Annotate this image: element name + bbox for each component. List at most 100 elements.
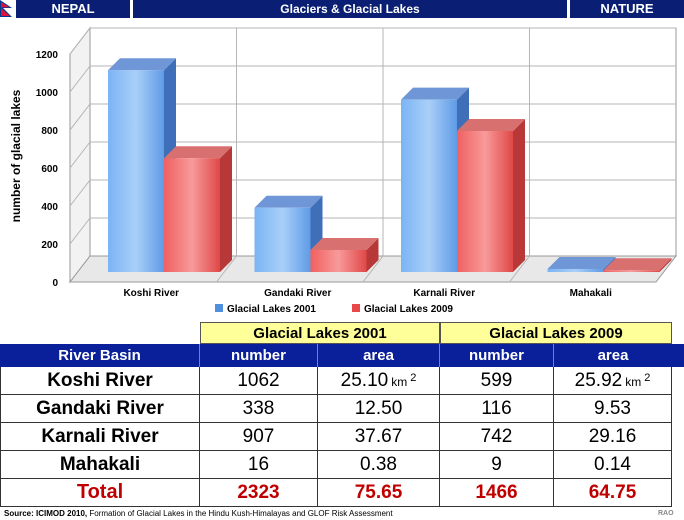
nepal-flag-icon xyxy=(0,0,12,17)
bar-top xyxy=(547,256,616,269)
bar-side xyxy=(513,119,525,273)
area-value: 25.10 xyxy=(340,369,389,391)
x-category-label: Gandaki River xyxy=(264,288,331,299)
bar-top xyxy=(603,258,672,271)
bar-top xyxy=(401,87,469,100)
source-label: Source: ICIMOD 2010, xyxy=(4,509,88,518)
table-row: Mahakali 16 0.38 9 0.14 xyxy=(0,451,684,479)
lakes-area-2001: 12.50 xyxy=(318,395,440,423)
column-header-area-2009: area xyxy=(554,344,672,367)
y-tick-label: 1000 xyxy=(36,88,59,99)
legend-swatch xyxy=(352,304,360,312)
category-divider xyxy=(509,255,530,283)
group-header-2009: Glacial Lakes 2009 xyxy=(440,322,672,344)
gridline xyxy=(69,217,91,245)
legend-swatch xyxy=(215,304,223,312)
total-label: Total xyxy=(0,479,200,507)
basin-name: Koshi River xyxy=(0,367,200,395)
y-tick-label: 0 xyxy=(52,278,58,289)
bar-2009 xyxy=(310,249,367,272)
table-group-header-row: Glacial Lakes 2001 Glacial Lakes 2009 xyxy=(0,322,684,344)
table-row: Gandaki River 338 12.50 116 9.53 xyxy=(0,395,684,423)
total-number-2001: 2323 xyxy=(200,479,318,507)
basin-name: Mahakali xyxy=(0,451,200,479)
gridline xyxy=(69,179,91,207)
unit-text: km xyxy=(391,375,408,389)
gridline xyxy=(69,141,91,169)
bar-2009 xyxy=(457,131,513,272)
gridline xyxy=(69,65,91,93)
area-value: 25.92 xyxy=(574,369,623,391)
lakes-area-2009: 0.14 xyxy=(554,451,672,479)
lakes-number-2001: 1062 xyxy=(200,367,318,395)
x-category-label: Karnali River xyxy=(413,288,475,299)
bar-top xyxy=(254,195,323,208)
source-note: Source: ICIMOD 2010, Formation of Glacia… xyxy=(4,509,393,518)
table-row: Koshi River 1062 25.10 km 2 599 25.92 km 2 xyxy=(0,367,684,395)
table-row: Karnali River 907 37.67 742 29.16 xyxy=(0,423,684,451)
bar-2001 xyxy=(547,268,604,272)
area-unit: km 2 xyxy=(391,372,416,389)
lakes-number-2009: 116 xyxy=(440,395,554,423)
lakes-area-2009: 9.53 xyxy=(554,395,672,423)
bar-side xyxy=(366,237,379,272)
category-divider xyxy=(362,255,384,283)
gridline xyxy=(69,103,91,131)
bar-top xyxy=(164,146,232,159)
glacial-lakes-bar-chart: 0 200 400 600 800 1000 1200 number of glacial l… xyxy=(9,26,678,315)
bar-top xyxy=(457,119,525,132)
lakes-area-2001: 37.67 xyxy=(318,423,440,451)
bar-2001 xyxy=(254,207,311,272)
column-header-river-basin: River Basin xyxy=(0,344,200,367)
y-tick-label: 400 xyxy=(41,202,58,213)
bar-2001 xyxy=(401,99,457,272)
x-category-label: Koshi River xyxy=(123,288,179,299)
total-number-2009: 1466 xyxy=(440,479,554,507)
lakes-number-2009: 9 xyxy=(440,451,554,479)
x-category-label: Mahakali xyxy=(570,288,612,299)
bar-top xyxy=(310,237,379,250)
column-header-number-2001: number xyxy=(200,344,318,367)
country-tag: NEPAL xyxy=(16,0,130,18)
signature: RAO xyxy=(658,510,674,517)
lakes-area-2001: 0.38 xyxy=(318,451,440,479)
legend-label: Glacial Lakes 2001 xyxy=(227,304,316,315)
lakes-area-2009: 29.16 xyxy=(554,423,672,451)
bar-top xyxy=(108,58,176,71)
y-tick-label: 800 xyxy=(41,126,58,137)
category-tag: NATURE xyxy=(570,0,684,18)
table-column-header-row: River Basin number area number area xyxy=(0,344,684,367)
header-bar: NEPAL Glaciers & Glacial Lakes NATURE xyxy=(0,0,684,18)
bar-2009 xyxy=(164,158,220,272)
bar-side xyxy=(659,258,672,272)
y-axis-label: number of glacial lakes xyxy=(9,89,23,222)
basin-name: Gandaki River xyxy=(0,395,200,423)
basin-name: Karnali River xyxy=(0,423,200,451)
unit-superscript: 2 xyxy=(410,372,417,384)
total-area-2001: 75.65 xyxy=(318,479,440,507)
category-divider xyxy=(216,255,237,283)
total-area-2009: 64.75 xyxy=(554,479,672,507)
unit-text: km xyxy=(625,375,642,389)
y-tick-label: 200 xyxy=(41,240,58,251)
lakes-area-2001: 25.10 km 2 xyxy=(318,367,440,395)
lakes-area-2009: 25.92 km 2 xyxy=(554,367,672,395)
source-text: Formation of Glacial Lakes in the Hindu … xyxy=(87,509,393,518)
y-tick-label: 600 xyxy=(41,164,58,175)
y-tick-label: 1200 xyxy=(36,50,59,61)
area-unit: km 2 xyxy=(625,372,650,389)
bar-2009 xyxy=(603,270,660,272)
group-header-2001: Glacial Lakes 2001 xyxy=(200,322,440,344)
table-total-row: Total 2323 75.65 1466 64.75 xyxy=(0,479,684,507)
page-title: Glaciers & Glacial Lakes xyxy=(133,0,567,18)
column-header-number-2009: number xyxy=(440,344,554,367)
bar-side xyxy=(220,146,232,272)
column-header-area-2001: area xyxy=(318,344,440,367)
lakes-number-2009: 742 xyxy=(440,423,554,451)
lakes-number-2001: 907 xyxy=(200,423,318,451)
unit-superscript: 2 xyxy=(644,372,651,384)
bar-2001 xyxy=(108,70,164,272)
gridline xyxy=(69,27,91,55)
lakes-number-2001: 16 xyxy=(200,451,318,479)
lakes-number-2001: 338 xyxy=(200,395,318,423)
